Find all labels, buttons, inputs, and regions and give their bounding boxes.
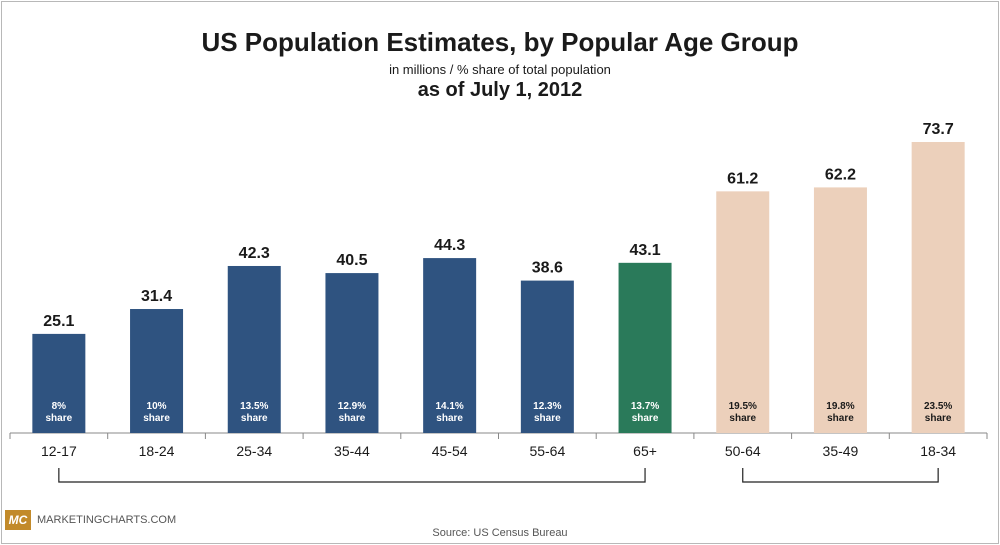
chart-date: as of July 1, 2012	[417, 79, 583, 101]
bar-25-34	[227, 265, 281, 433]
share-percent-label: 19.8%	[826, 401, 854, 412]
x-tick-label: 35-44	[334, 443, 370, 459]
x-tick-label: 18-34	[920, 443, 956, 459]
value-label: 62.2	[825, 166, 856, 183]
bar-35-44	[325, 273, 379, 433]
share-percent-label: 8%	[52, 401, 67, 412]
value-label: 42.3	[239, 245, 270, 262]
bar-18-34	[911, 142, 965, 433]
logo-text: MARKETINGCHARTS.COM	[37, 514, 177, 526]
share-percent-label: 14.1%	[435, 401, 463, 412]
x-tick-label: 12-17	[41, 443, 77, 459]
share-percent-label: 13.5%	[240, 401, 268, 412]
x-tick-label: 35-49	[823, 443, 859, 459]
value-label: 61.2	[727, 170, 758, 187]
share-percent-label: 10%	[147, 401, 167, 412]
share-percent-label: 23.5%	[924, 401, 952, 412]
share-word-label: share	[925, 413, 952, 424]
x-tick-label: 55-64	[529, 443, 565, 459]
share-word-label: share	[339, 413, 366, 424]
chart-subtitle: in millions / % share of total populatio…	[389, 62, 611, 77]
marketingcharts-logo: MC MARKETINGCHARTS.COM	[5, 510, 176, 530]
group-bracket-2	[742, 468, 939, 483]
x-tick-label: 25-34	[236, 443, 272, 459]
value-label: 31.4	[141, 288, 172, 305]
source-note: Source: US Census Bureau	[432, 527, 568, 539]
share-word-label: share	[827, 413, 854, 424]
share-word-label: share	[632, 413, 659, 424]
share-percent-label: 13.7%	[631, 401, 659, 412]
share-word-label: share	[436, 413, 463, 424]
mc-logo-icon: MC	[5, 510, 31, 530]
bar-65+	[618, 262, 672, 433]
value-label: 25.1	[43, 313, 74, 330]
share-word-label: share	[729, 413, 756, 424]
value-label: 38.6	[532, 260, 563, 277]
bar-18-24	[130, 309, 184, 433]
x-tick-label: 45-54	[432, 443, 468, 459]
x-tick-label: 50-64	[725, 443, 761, 459]
bar-12-17	[32, 333, 86, 433]
share-percent-label: 19.5%	[729, 401, 757, 412]
bar-35-49	[813, 187, 867, 433]
chart-title: US Population Estimates, by Popular Age …	[201, 27, 799, 57]
value-label: 44.3	[434, 237, 465, 254]
share-percent-label: 12.9%	[338, 401, 366, 412]
x-tick-label: 65+	[633, 443, 657, 459]
value-label: 40.5	[336, 252, 367, 269]
share-word-label: share	[241, 413, 268, 424]
value-label: 73.7	[923, 121, 954, 138]
bar-50-64	[716, 191, 770, 433]
share-word-label: share	[534, 413, 561, 424]
bar-45-54	[423, 258, 477, 433]
share-word-label: share	[46, 413, 73, 424]
value-label: 43.1	[629, 242, 660, 259]
share-word-label: share	[143, 413, 170, 424]
x-tick-label: 18-24	[139, 443, 175, 459]
group-bracket-1	[58, 468, 646, 483]
share-percent-label: 12.3%	[533, 401, 561, 412]
bar-55-64	[520, 280, 574, 433]
